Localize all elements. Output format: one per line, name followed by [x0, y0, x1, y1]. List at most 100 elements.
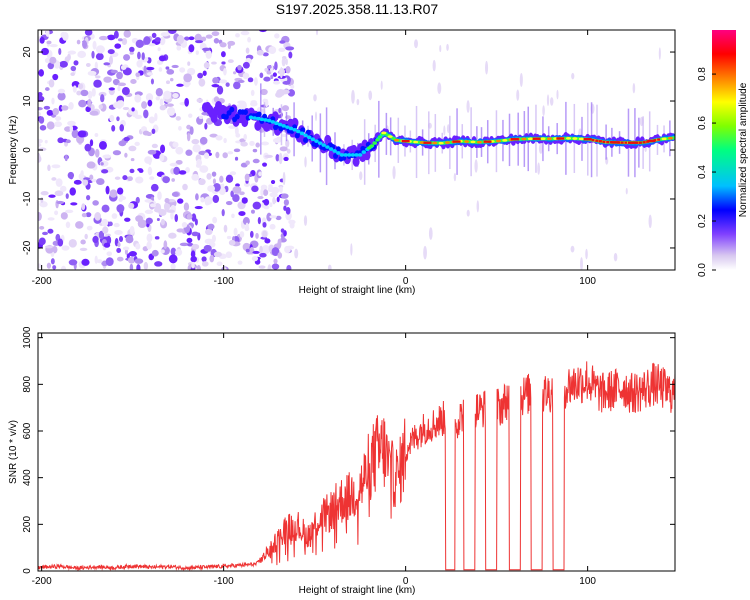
noise-blob	[92, 40, 97, 50]
noise-blob	[135, 215, 144, 222]
noise-blob	[42, 231, 48, 236]
noise-blob	[95, 148, 100, 158]
noise-blob	[272, 197, 276, 205]
noise-blob	[219, 175, 224, 183]
ridge-hot	[438, 141, 444, 145]
noise-blob	[114, 43, 122, 49]
noise-blob	[249, 101, 258, 107]
noise-blob	[107, 49, 115, 55]
ridge-highlight	[266, 118, 272, 123]
noise-blob	[211, 83, 220, 88]
noise-blob	[263, 205, 270, 210]
noise-blob	[282, 171, 286, 186]
noise-blob	[201, 111, 209, 116]
chart-title: S197.2025.358.11.13.R07	[276, 1, 439, 17]
noise-blob	[116, 187, 124, 195]
noise-blob	[225, 200, 233, 206]
noise-blob	[175, 146, 184, 155]
top-y-tick-label: -10	[22, 191, 33, 206]
noise-blob	[168, 232, 177, 239]
noise-blob	[315, 111, 318, 122]
noise-blob	[43, 105, 51, 110]
bottom-y-tick-label: 1000	[22, 326, 33, 349]
noise-blob	[111, 124, 116, 132]
bottom-y-axis-label: SNR (10 * v/v)	[8, 420, 19, 484]
noise-blob	[159, 153, 165, 162]
noise-blob	[95, 52, 104, 61]
noise-blob	[109, 55, 114, 65]
noise-blob	[175, 159, 183, 165]
noise-blob	[215, 135, 223, 141]
noise-blob	[519, 72, 523, 87]
noise-blob	[182, 183, 188, 191]
noise-blob	[267, 264, 272, 270]
noise-blob	[185, 149, 193, 156]
noise-blob	[625, 187, 628, 195]
noise-blob	[39, 36, 45, 44]
noise-blob	[54, 210, 59, 216]
noise-blob	[76, 39, 81, 45]
ridge-peak	[635, 141, 639, 144]
noise-blob	[77, 83, 84, 90]
noise-blob	[257, 195, 264, 200]
noise-blob	[242, 61, 250, 69]
noise-blob	[147, 149, 157, 155]
noise-blob	[446, 124, 450, 134]
noise-blob	[211, 234, 216, 243]
noise-blob	[466, 100, 470, 113]
noise-blob	[254, 77, 258, 86]
noise-blob	[196, 264, 201, 270]
noise-blob	[149, 176, 155, 181]
noise-blob	[474, 159, 478, 173]
noise-blob	[258, 171, 263, 177]
noise-blob	[67, 50, 77, 55]
noise-blob	[141, 52, 145, 61]
noise-blob	[146, 233, 153, 243]
ridge-highlight	[248, 115, 254, 120]
noise-blob	[257, 216, 261, 225]
noise-blob	[164, 198, 170, 204]
ridge-peak	[598, 140, 602, 143]
noise-blob	[231, 213, 235, 219]
noise-blob	[191, 261, 195, 269]
noise-blob	[252, 148, 258, 153]
bottom-x-axis: -200 -100 0 100	[32, 333, 596, 587]
noise-blob	[222, 152, 228, 159]
noise-blob	[351, 89, 355, 104]
ridge-hot	[387, 135, 393, 138]
noise-blob	[226, 235, 232, 240]
noise-blob	[240, 30, 250, 36]
ridge-core	[333, 153, 339, 159]
snr-plot: -200 -100 0 100 0 200 400 600 800 1000 Height of…	[8, 326, 676, 596]
colorbar-tick-label: 0.0	[697, 263, 708, 277]
noise-blob	[129, 263, 134, 270]
noise-blob	[38, 92, 43, 97]
noise-blob	[414, 39, 418, 49]
noise-blob	[65, 209, 74, 214]
noise-blob	[275, 136, 282, 143]
noise-blob	[227, 151, 234, 155]
noise-blob	[94, 133, 99, 138]
noise-blob	[542, 105, 545, 117]
noise-blob	[245, 248, 250, 253]
noise-blob	[243, 133, 247, 141]
noise-blob	[209, 254, 215, 263]
bottom-y-tick-label: 800	[22, 376, 33, 393]
ridge-hot	[375, 138, 380, 142]
ridge-hot	[667, 136, 673, 140]
noise-blob	[145, 93, 154, 102]
noise-blob	[432, 59, 436, 72]
noise-blob	[75, 221, 84, 229]
noise-blob	[151, 143, 158, 149]
noise-blob	[212, 178, 216, 185]
noise-blob	[89, 174, 94, 181]
noise-blob	[159, 36, 166, 46]
noise-blob	[119, 124, 125, 132]
noise-blob	[191, 243, 200, 250]
noise-blob	[135, 176, 144, 184]
noise-blob	[237, 260, 243, 265]
noise-blob	[286, 148, 291, 154]
ridge-highlight	[317, 141, 323, 145]
noise-blob	[65, 193, 69, 199]
noise-blob	[47, 217, 55, 221]
